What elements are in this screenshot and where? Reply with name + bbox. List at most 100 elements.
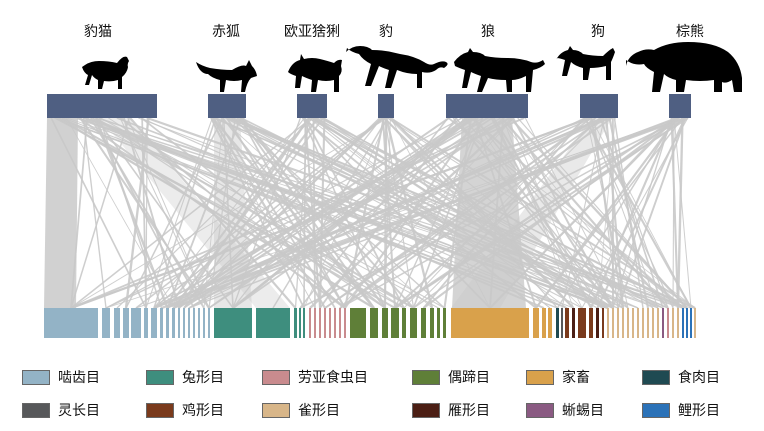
- legend-item: 鲤形目: [642, 399, 720, 421]
- prey-bar-segment: [632, 308, 634, 338]
- legend-item: 雀形目: [262, 399, 340, 421]
- prey-bar-segment: [151, 308, 157, 338]
- legend-item: 家畜: [526, 366, 590, 388]
- prey-legend: 啮齿目 兔形目 劳亚食虫目 偶蹄目 家畜 食肉目 灵长目 鸡形目 雀形目 雁形目 蜥蜴目 鲤形目: [22, 366, 752, 426]
- diet-link: [210, 117, 305, 309]
- prey-bar-segment: [690, 308, 692, 338]
- prey-bar-segment: [314, 308, 316, 338]
- predator-label: 豹猫: [84, 24, 112, 40]
- legend-swatch: [526, 369, 554, 385]
- prey-bar-segment: [443, 308, 446, 338]
- diet-link: [324, 117, 597, 309]
- legend-item: 鸡形目: [146, 399, 224, 421]
- prey-bar-segment: [339, 308, 341, 338]
- diet-link: [524, 117, 624, 309]
- diet-link: [116, 117, 314, 309]
- legend-swatch: [412, 369, 440, 385]
- prey-bar-segment: [391, 308, 399, 338]
- prey-bar-segment: [319, 308, 321, 338]
- predator-bar-2: [297, 94, 327, 118]
- prey-bar-segment: [123, 308, 129, 338]
- diet-link: [394, 117, 484, 309]
- prey-bar-segment: [382, 308, 388, 338]
- legend-swatch: [526, 402, 554, 418]
- leopard-cat-silhouette-icon: [82, 56, 129, 89]
- legend-swatch: [262, 402, 290, 418]
- diet-link: [509, 117, 688, 309]
- prey-bar-segment: [303, 308, 305, 338]
- legend-label: 雁形目: [448, 403, 490, 419]
- prey-bar-segment: [402, 308, 406, 338]
- diet-link: [489, 117, 676, 309]
- prey-bar-segment: [572, 308, 575, 338]
- diet-link: [232, 117, 505, 309]
- prey-bar-segment: [430, 308, 434, 338]
- legend-item: 蜥蜴目: [526, 399, 604, 421]
- diet-link: [448, 117, 696, 309]
- diet-link: [125, 117, 224, 309]
- prey-bar-segment: [657, 308, 659, 338]
- diet-link: [183, 117, 324, 309]
- predator-label: 棕熊: [676, 24, 704, 40]
- predator-bar-0: [47, 94, 157, 118]
- diet-link: [70, 117, 313, 309]
- prey-bar-segment: [188, 308, 190, 338]
- diet-link: [304, 117, 405, 309]
- diet-link: [492, 117, 614, 309]
- diet-link: [447, 117, 684, 309]
- legend-swatch: [642, 369, 670, 385]
- predator-bars: [47, 94, 691, 118]
- legend-swatch: [146, 402, 174, 418]
- prey-bar-segment: [627, 308, 629, 338]
- diet-link: [105, 117, 463, 309]
- predator-bar-6: [669, 94, 691, 118]
- diet-link: [673, 117, 692, 309]
- diet-link: [178, 117, 310, 309]
- legend-item: 兔形目: [146, 366, 224, 388]
- diet-link: [95, 117, 386, 309]
- prey-bar-segment: [533, 308, 539, 338]
- prey-bar-segment: [437, 308, 440, 338]
- legend-label: 蜥蜴目: [562, 403, 604, 419]
- diet-link: [394, 117, 601, 309]
- prey-bar-segment: [662, 308, 664, 338]
- legend-item: 啮齿目: [22, 366, 100, 388]
- prey-bar-segment: [652, 308, 654, 338]
- diet-link: [123, 117, 180, 309]
- diet-link: [322, 117, 614, 309]
- diet-link: [470, 117, 684, 309]
- diet-link: [79, 117, 210, 309]
- predator-label: 狗: [591, 24, 605, 40]
- prey-bar-segment: [410, 308, 417, 338]
- diet-link: [303, 117, 307, 309]
- diet-link: [188, 117, 681, 309]
- prey-bar-segment: [578, 308, 586, 338]
- diet-link: [384, 117, 415, 309]
- prey-bar-segment: [667, 308, 669, 338]
- diet-link: [403, 117, 585, 309]
- prey-bar-segment: [596, 308, 599, 338]
- prey-bar-segment: [299, 308, 301, 338]
- diet-link: [294, 117, 309, 309]
- diet-link: [494, 117, 583, 309]
- legend-label: 偶蹄目: [448, 370, 490, 386]
- prey-bar-segment: [637, 308, 639, 338]
- legend-swatch: [146, 369, 174, 385]
- predator-bar-5: [580, 94, 618, 118]
- legend-label: 鸡形目: [182, 403, 224, 419]
- diet-link: [167, 117, 587, 309]
- leopard-silhouette-icon: [346, 46, 448, 88]
- eurasian-lynx-silhouette-icon: [288, 54, 342, 92]
- prey-bar-segment: [324, 308, 326, 338]
- prey-bar-segment: [451, 308, 529, 338]
- prey-bar-segment: [160, 308, 163, 338]
- diet-link: [135, 117, 384, 309]
- diet-link: [617, 117, 687, 309]
- diet-link: [70, 116, 591, 310]
- prey-bar-segment: [208, 308, 210, 338]
- dog-silhouette-icon: [556, 46, 615, 80]
- predator-label: 欧亚猞猁: [284, 24, 340, 40]
- legend-swatch: [262, 369, 290, 385]
- red-fox-silhouette-icon: [196, 60, 257, 92]
- diet-link: [70, 117, 130, 309]
